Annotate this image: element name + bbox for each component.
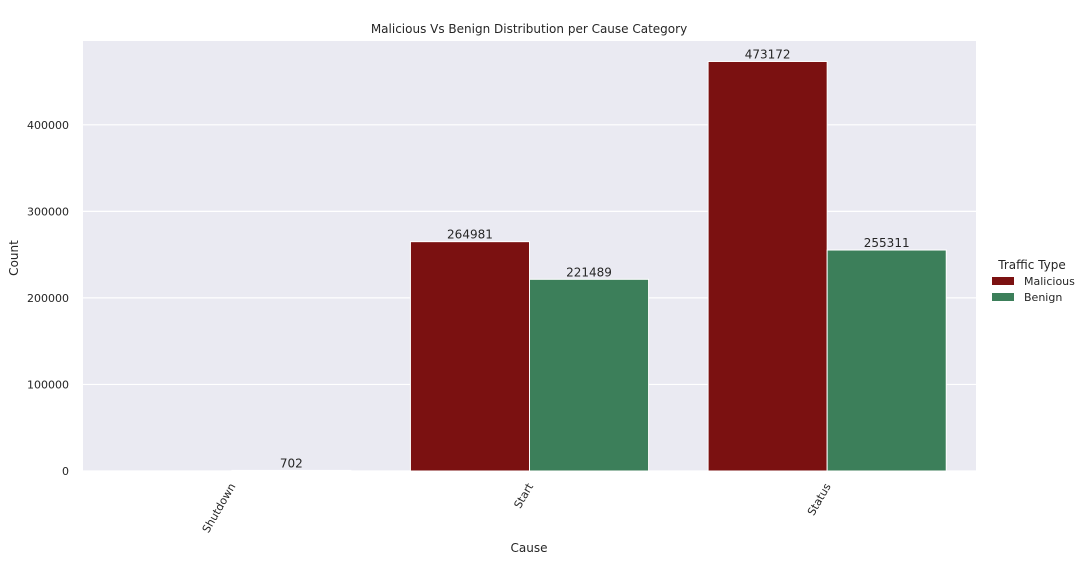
y-axis-title: Count [7, 240, 21, 276]
bar-benign-shutdown [231, 469, 352, 472]
bar-value-label: 264981 [447, 228, 493, 242]
x-axis-ticks: Shutdown Start Status [200, 480, 834, 535]
legend: Traffic Type Malicious Benign [992, 258, 1075, 304]
bar-value-label: 255311 [864, 236, 910, 250]
x-axis-title: Cause [511, 541, 548, 555]
bar-labels: 702 264981 221489 473172 255311 [280, 47, 910, 470]
y-axis-ticks: 0 100000 200000 300000 400000 [27, 119, 69, 478]
y-tick-label: 400000 [27, 119, 69, 132]
chart-title: Malicious Vs Benign Distribution per Cau… [371, 22, 687, 36]
legend-title: Traffic Type [997, 258, 1065, 272]
bar-benign-start [529, 278, 650, 472]
y-tick-label: 300000 [27, 205, 69, 218]
bar-malicious-status [707, 60, 828, 472]
y-tick-label: 200000 [27, 292, 69, 305]
bar-value-label: 221489 [566, 265, 612, 279]
bar-value-label: 702 [280, 456, 303, 470]
x-tick-label: Status [805, 481, 834, 518]
y-tick-label: 0 [62, 465, 69, 478]
legend-swatch-benign [992, 293, 1014, 301]
bar-benign-status [826, 249, 947, 472]
x-tick-label: Start [511, 480, 536, 510]
bar-malicious-start [409, 241, 530, 472]
bar-value-label: 473172 [745, 47, 791, 61]
legend-swatch-malicious [992, 277, 1014, 285]
legend-label-benign: Benign [1024, 291, 1062, 304]
y-tick-label: 100000 [27, 378, 69, 391]
legend-label-malicious: Malicious [1024, 275, 1075, 288]
bars [231, 60, 947, 472]
x-tick-label: Shutdown [200, 481, 239, 535]
